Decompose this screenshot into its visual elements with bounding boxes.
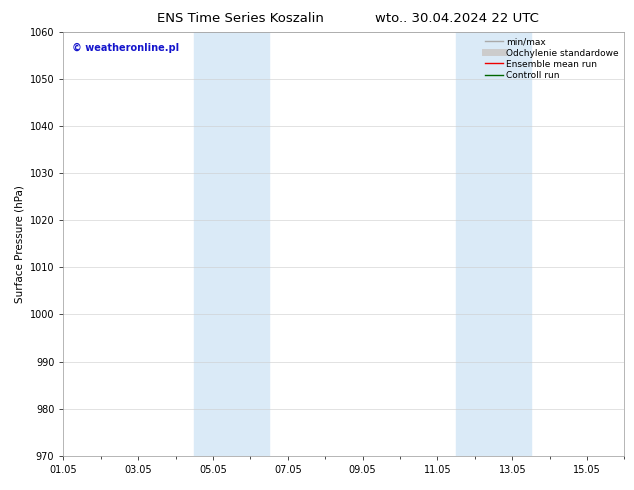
Text: wto.. 30.04.2024 22 UTC: wto.. 30.04.2024 22 UTC: [375, 12, 538, 25]
Text: © weatheronline.pl: © weatheronline.pl: [72, 43, 179, 52]
Bar: [194, 32, 269, 456]
Bar: [456, 32, 531, 456]
Legend: min/max, Odchylenie standardowe, Ensemble mean run, Controll run: min/max, Odchylenie standardowe, Ensembl…: [481, 34, 623, 84]
Y-axis label: Surface Pressure (hPa): Surface Pressure (hPa): [14, 185, 24, 303]
Text: ENS Time Series Koszalin: ENS Time Series Koszalin: [157, 12, 325, 25]
